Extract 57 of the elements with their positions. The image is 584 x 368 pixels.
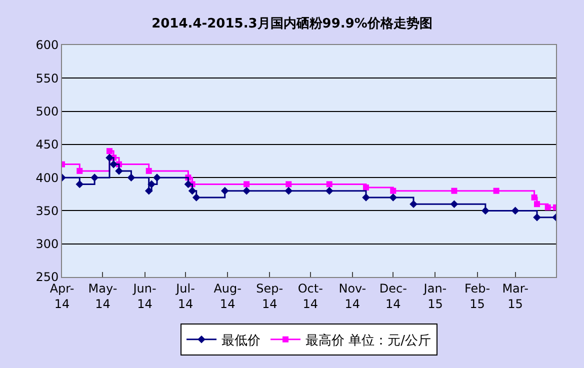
x-tick-label: Jul-14 — [175, 281, 195, 311]
point — [127, 174, 136, 182]
point — [451, 188, 458, 194]
x-tick-label: Dec-14 — [379, 281, 407, 311]
point — [544, 204, 551, 210]
point — [242, 186, 250, 195]
point — [410, 200, 418, 208]
point — [144, 186, 153, 195]
legend-label: 最高价 单位：元/公斤 — [306, 332, 432, 348]
point — [362, 194, 370, 202]
point — [493, 188, 500, 194]
legend-label: 最低价 — [222, 333, 260, 348]
y-tick-label: 450 — [36, 138, 59, 152]
point — [148, 180, 156, 188]
y-tick-label: 300 — [36, 237, 59, 252]
point — [325, 186, 334, 195]
point — [450, 200, 458, 208]
y-tick-label: 400 — [36, 170, 59, 185]
chart-title: 2014.4-2015.3月国内硒粉99.9%价格走势图 — [152, 16, 432, 32]
x-tick-label: Aug-14 — [214, 281, 242, 311]
point — [184, 180, 192, 188]
y-tick-label: 350 — [36, 204, 59, 218]
point — [534, 201, 540, 208]
x-tick-label: Jun-14 — [132, 281, 156, 311]
point — [106, 148, 112, 154]
point — [153, 174, 161, 182]
y-tick-label: 500 — [36, 104, 59, 118]
x-tick-label: Jan-15 — [422, 281, 447, 311]
point — [286, 181, 292, 188]
point — [482, 206, 490, 215]
point — [106, 154, 114, 162]
point — [533, 213, 541, 222]
point — [76, 168, 83, 174]
point — [284, 186, 293, 195]
point — [192, 194, 200, 202]
x-tick-label: Feb-15 — [464, 281, 490, 311]
x-tick-label: Mar-15 — [502, 281, 528, 311]
point — [531, 194, 538, 200]
point — [244, 181, 250, 188]
point — [326, 181, 332, 188]
point — [363, 184, 369, 191]
point — [146, 168, 152, 174]
point — [220, 186, 229, 195]
x-tick-label: May-14 — [88, 281, 118, 311]
x-tick-label: Oct-14 — [298, 281, 323, 311]
point — [511, 206, 520, 215]
x-tick-label: Nov-14 — [338, 281, 366, 311]
y-tick-label: 550 — [36, 71, 59, 86]
point — [90, 174, 98, 182]
point — [188, 186, 196, 195]
x-tick-label: Sep-14 — [256, 281, 284, 311]
point — [390, 188, 396, 194]
y-tick-label: 600 — [36, 38, 59, 52]
point — [76, 180, 84, 188]
point — [115, 167, 123, 175]
point — [389, 194, 398, 202]
point — [110, 160, 118, 168]
